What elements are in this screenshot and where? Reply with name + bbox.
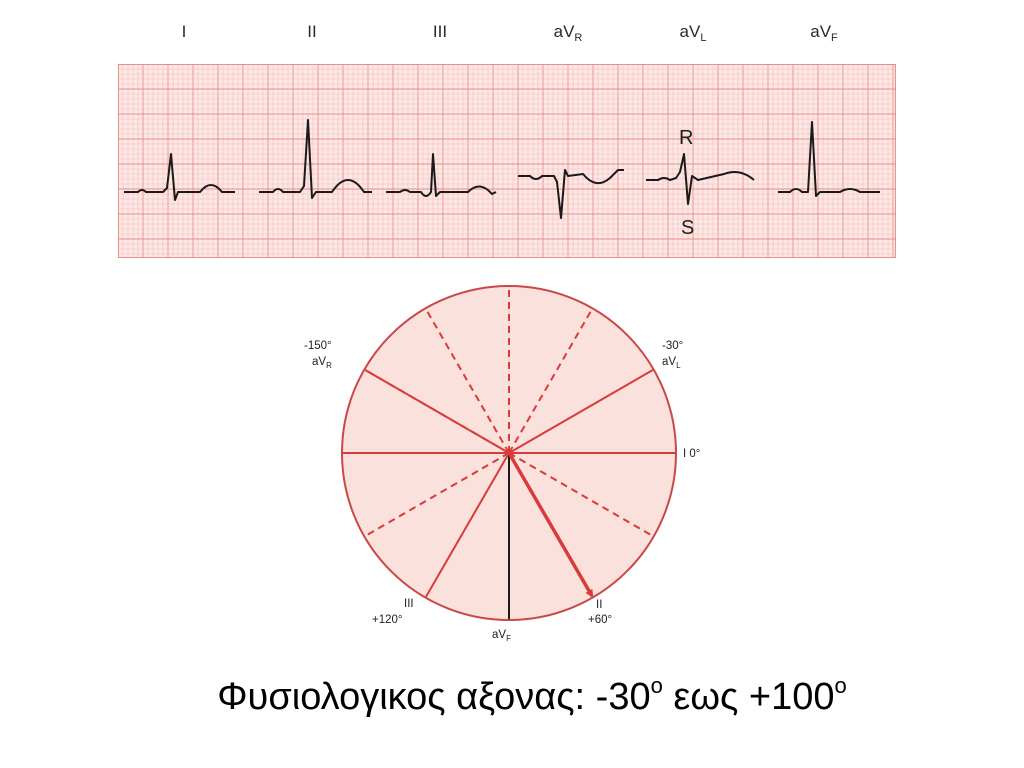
trace-lead-aVF — [778, 121, 880, 197]
avl-angle-label: -30° — [662, 340, 683, 352]
trace-lead-II — [259, 119, 372, 199]
ecg-traces — [124, 119, 880, 219]
axis-negative-aVR — [508, 452, 654, 537]
lead-label-aVR: aVR — [553, 22, 583, 44]
ecg-strip: R S — [118, 64, 896, 258]
lead-label-aVF: aVF — [810, 22, 838, 44]
lead-label-I: I — [181, 22, 187, 41]
axis-negative-III — [508, 308, 593, 454]
trace-lead-III — [386, 153, 497, 197]
axis-negative-aVL — [364, 452, 510, 537]
axis-negative-II — [425, 308, 510, 454]
avr-angle-label: -150° — [304, 340, 332, 352]
axis-lead-III — [425, 452, 510, 598]
lead-II-angle: +60° — [588, 614, 612, 626]
axis-lead-aVL — [508, 369, 654, 454]
ecg-paper — [118, 64, 896, 258]
ecg-grid — [118, 64, 896, 258]
caption: Φυσιολογικος αξονας: -30o εως +100o — [217, 673, 847, 719]
s-wave-label: S — [681, 217, 694, 239]
hexaxial-axis-diagram: -150° aVR -30° aVL I 0° III +120° aVF II… — [304, 285, 700, 643]
trace-lead-aVR — [518, 169, 624, 219]
lead-I-label: I 0° — [683, 448, 700, 460]
r-wave-label: R — [679, 127, 693, 149]
trace-lead-aVL — [646, 153, 755, 205]
lead-label-III: III — [432, 22, 448, 41]
avr-lead-label: aVR — [312, 356, 332, 370]
lead-III-angle: +120° — [372, 614, 403, 626]
lead-II-name: II — [596, 599, 602, 611]
avl-lead-label: aVL — [662, 356, 681, 370]
lead-label-II: II — [307, 22, 317, 41]
mean-axis-vector — [507, 452, 594, 598]
trace-lead-I — [124, 153, 235, 201]
lead-III-name: III — [404, 598, 414, 610]
negative-axes — [364, 287, 654, 537]
lead-label-aVL: aVL — [679, 22, 707, 44]
avf-lead-label: aVF — [492, 629, 511, 643]
axis-dashed-210 — [364, 369, 510, 454]
